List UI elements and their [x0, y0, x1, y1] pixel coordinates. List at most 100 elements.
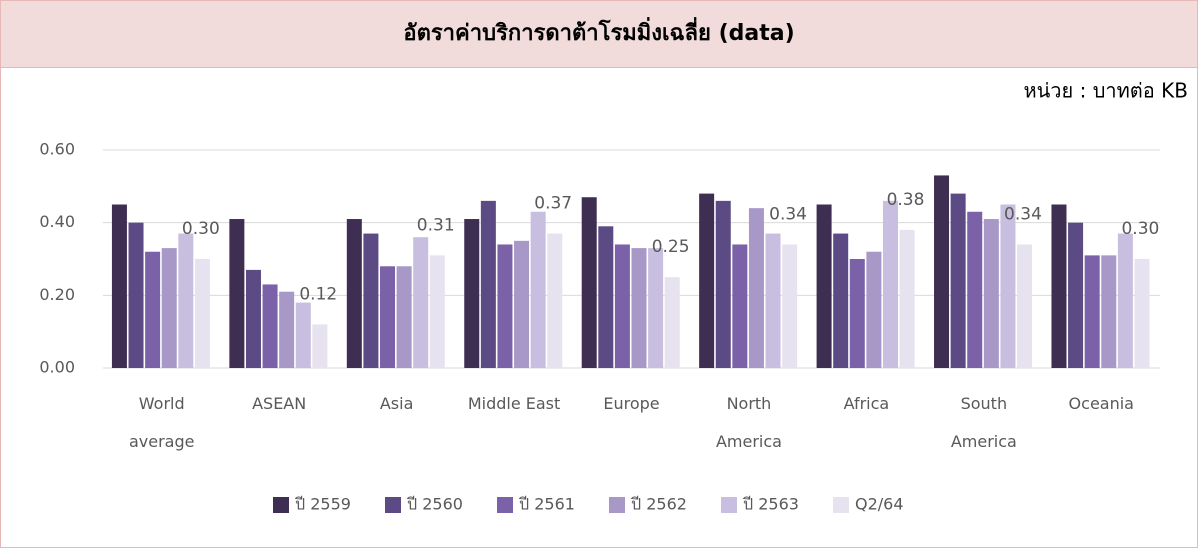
x-tick-label-line: average	[129, 432, 195, 451]
data-label: 0.31	[417, 215, 455, 235]
legend-swatch	[385, 497, 401, 513]
bar	[882, 200, 898, 368]
bar	[899, 229, 915, 368]
legend-swatch	[497, 497, 513, 513]
bar	[1051, 204, 1067, 368]
bar	[648, 248, 664, 368]
bar	[194, 259, 210, 368]
data-label: 0.34	[769, 204, 807, 224]
legend-label: ปี 2561	[519, 495, 575, 514]
data-label: 0.34	[1004, 204, 1042, 224]
x-tick-label: Asia	[380, 394, 414, 413]
bar	[849, 259, 865, 368]
legend-swatch	[721, 497, 737, 513]
bar	[413, 237, 429, 368]
bar	[312, 324, 328, 368]
x-tick-label-line: Africa	[844, 394, 890, 413]
y-tick-label: 0.60	[39, 140, 75, 159]
bar	[530, 211, 546, 368]
bar	[816, 204, 832, 368]
chart-title: อัตราค่าบริการดาต้าโรมมิ่งเฉลี่ย (data)	[403, 16, 794, 46]
legend-swatch	[273, 497, 289, 513]
bar	[1084, 255, 1100, 368]
bar	[614, 244, 630, 368]
legend-swatch	[609, 497, 625, 513]
bar	[279, 291, 295, 368]
bar	[380, 266, 396, 368]
x-tick-label: North America	[716, 394, 782, 451]
bar	[581, 197, 597, 368]
bar	[732, 244, 748, 368]
legend-label: Q2/64	[855, 495, 904, 514]
bar	[1101, 255, 1117, 368]
bar	[111, 204, 127, 368]
bar	[429, 255, 445, 368]
x-tick-label: Middle East	[468, 394, 560, 413]
legend-label: ปี 2562	[631, 495, 687, 514]
bar	[1000, 204, 1016, 368]
bar	[1134, 259, 1150, 368]
x-tick-label: Oceania	[1069, 394, 1134, 413]
bar	[1068, 222, 1084, 368]
legend-label: ปี 2560	[407, 495, 463, 514]
y-tick-label: 0.40	[39, 212, 75, 231]
bar	[715, 200, 731, 368]
y-tick-label: 0.00	[39, 358, 75, 377]
data-label: 0.38	[887, 190, 925, 210]
bar	[950, 193, 966, 368]
x-tick-label: World average	[129, 394, 195, 451]
data-label: 0.30	[182, 219, 220, 239]
x-tick-label: ASEAN	[252, 394, 306, 413]
x-tick-label: Europe	[603, 394, 659, 413]
x-tick-label-line: Middle East	[468, 394, 560, 413]
bar	[161, 248, 177, 368]
title-band	[0, 0, 1198, 68]
x-tick-label-line: America	[716, 432, 782, 451]
bar	[229, 219, 245, 368]
bar	[967, 211, 983, 368]
bar	[866, 251, 882, 368]
bar	[983, 219, 999, 368]
y-tick-label: 0.20	[39, 285, 75, 304]
data-label: 0.25	[652, 237, 690, 257]
bar	[245, 269, 261, 368]
bar	[464, 219, 480, 368]
bar	[295, 302, 311, 368]
x-tick-label-line: South	[961, 394, 1008, 413]
bar	[497, 244, 513, 368]
bar	[664, 277, 680, 368]
x-tick-label: Africa	[844, 394, 890, 413]
legend-label: ปี 2559	[295, 495, 351, 514]
data-label: 0.30	[1121, 219, 1159, 239]
bar	[346, 219, 362, 368]
bar	[1117, 233, 1133, 368]
bar	[514, 240, 530, 368]
x-tick-label-line: ASEAN	[252, 394, 306, 413]
legend-swatch	[833, 497, 849, 513]
bar	[699, 193, 715, 368]
x-tick-label-line: Asia	[380, 394, 414, 413]
bar	[480, 200, 496, 368]
bar	[363, 233, 379, 368]
legend-label: ปี 2563	[743, 495, 799, 514]
bar	[748, 208, 764, 368]
bar	[765, 233, 781, 368]
x-tick-label-line: America	[951, 432, 1017, 451]
bar	[145, 251, 161, 368]
bar	[782, 244, 798, 368]
x-tick-label-line: North	[727, 394, 772, 413]
bar	[128, 222, 144, 368]
bar	[1017, 244, 1033, 368]
bar	[631, 248, 647, 368]
x-tick-label-line: World	[139, 394, 185, 413]
bar	[262, 284, 278, 368]
data-label: 0.12	[299, 284, 337, 304]
bar	[598, 226, 614, 368]
x-tick-label: South America	[951, 394, 1017, 451]
x-tick-label-line: Oceania	[1069, 394, 1134, 413]
x-tick-label-line: Europe	[603, 394, 659, 413]
data-label: 0.37	[534, 194, 572, 214]
unit-label: หน่วย : บาทต่อ KB	[1023, 79, 1188, 103]
